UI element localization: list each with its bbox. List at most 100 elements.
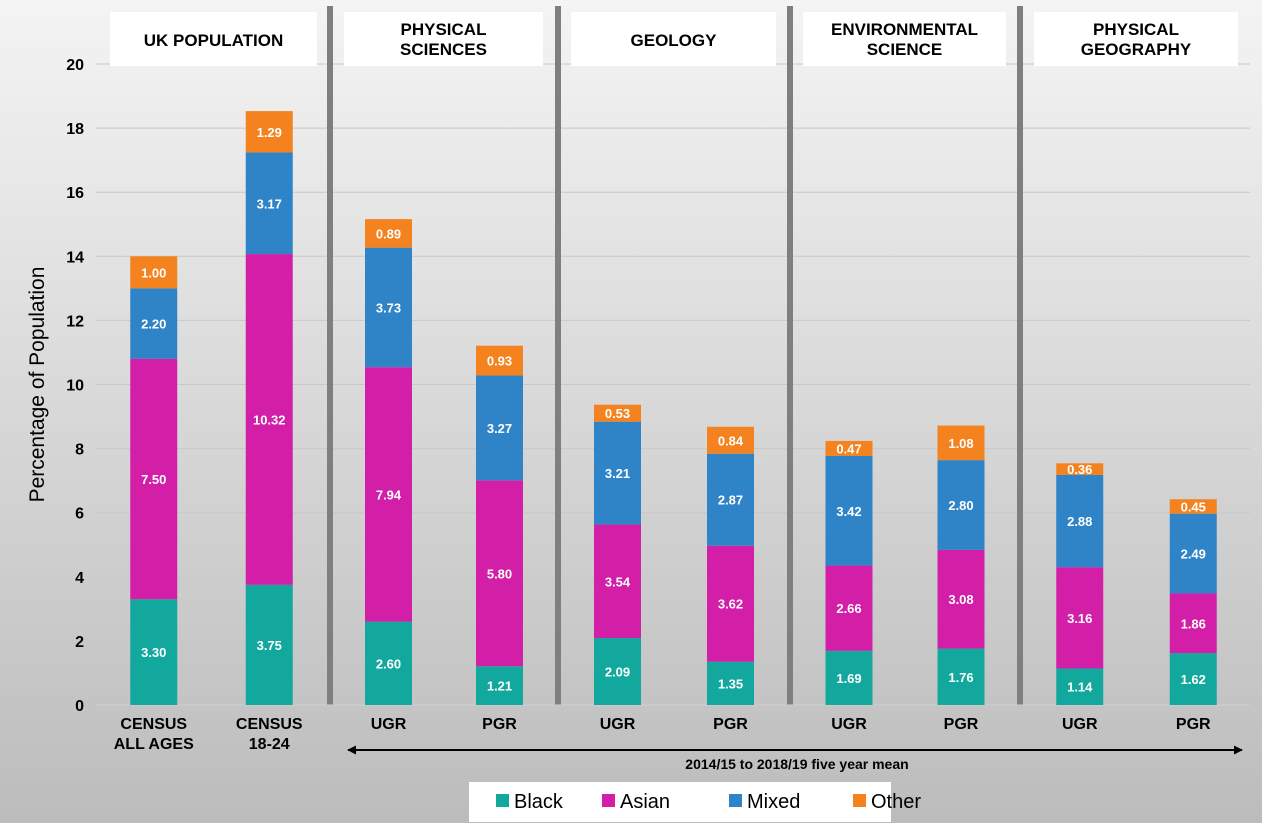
data-label: 3.16 bbox=[1067, 611, 1092, 626]
x-tick-label: UGR bbox=[831, 716, 867, 733]
data-label: 3.30 bbox=[141, 645, 166, 660]
x-tick-label: UGR bbox=[371, 716, 407, 733]
data-label: 1.62 bbox=[1181, 672, 1206, 687]
bar-segment-mixed bbox=[594, 421, 641, 525]
bar-segment-mixed bbox=[825, 455, 873, 566]
bar-segment-black bbox=[1056, 668, 1104, 705]
bar-segment-other bbox=[825, 440, 873, 456]
y-tick-label: 2 bbox=[75, 634, 84, 651]
data-label: 2.49 bbox=[1181, 547, 1206, 562]
bar-segment-mixed bbox=[707, 453, 754, 546]
bar-segment-other bbox=[365, 219, 412, 248]
bar-segment-black bbox=[476, 666, 523, 705]
legend-swatch-black bbox=[496, 794, 509, 807]
bar-segment-other bbox=[937, 425, 985, 461]
y-tick-label: 14 bbox=[66, 249, 84, 266]
data-label: 2.87 bbox=[718, 493, 743, 508]
bar-segment-black bbox=[937, 648, 985, 705]
y-tick-label: 6 bbox=[75, 506, 84, 523]
data-label: 10.32 bbox=[253, 412, 286, 427]
group-title: GEOGRAPHY bbox=[1081, 40, 1192, 59]
y-tick-label: 18 bbox=[66, 121, 84, 138]
bar-segment-black bbox=[365, 621, 412, 705]
data-label: 1.08 bbox=[948, 436, 973, 451]
data-label: 2.20 bbox=[141, 317, 166, 332]
data-label: 1.14 bbox=[1067, 680, 1093, 695]
x-tick-label: 18-24 bbox=[249, 736, 290, 753]
bar-segment-asian bbox=[476, 480, 523, 667]
data-label: 0.89 bbox=[376, 226, 401, 241]
bar-segment-asian bbox=[707, 545, 754, 662]
group-title: PHYSICAL bbox=[1093, 20, 1179, 39]
data-label: 2.09 bbox=[605, 665, 630, 680]
legend-label: Other bbox=[871, 791, 921, 813]
legend-swatch-mixed bbox=[729, 794, 742, 807]
bar-segment-other bbox=[130, 256, 178, 289]
bar-segment-other bbox=[245, 111, 293, 153]
x-tick-label: PGR bbox=[944, 716, 979, 733]
bar-segment-mixed bbox=[1056, 474, 1104, 568]
data-label: 2.80 bbox=[948, 498, 973, 513]
data-label: 3.75 bbox=[257, 638, 282, 653]
y-tick-label: 10 bbox=[66, 378, 84, 395]
bar-segment-other bbox=[594, 404, 641, 422]
data-label: 0.84 bbox=[718, 433, 744, 448]
data-label: 3.08 bbox=[948, 592, 973, 607]
bar-segment-asian bbox=[365, 367, 412, 622]
group-title-box bbox=[1034, 12, 1238, 66]
data-label: 1.86 bbox=[1181, 616, 1206, 631]
bar-segment-black bbox=[130, 599, 178, 705]
data-label: 0.36 bbox=[1067, 462, 1092, 477]
data-label: 7.50 bbox=[141, 472, 166, 487]
bar-segment-asian bbox=[245, 254, 293, 585]
y-axis-title: Percentage of Population bbox=[26, 267, 49, 503]
period-annotation: 2014/15 to 2018/19 five year mean bbox=[685, 756, 908, 772]
group-title-box bbox=[571, 12, 776, 66]
x-tick-label: UGR bbox=[600, 716, 636, 733]
group-title: SCIENCE bbox=[867, 40, 943, 59]
bar-segment-black bbox=[1169, 653, 1217, 705]
y-tick-label: 20 bbox=[66, 57, 84, 74]
group-title-box bbox=[344, 12, 543, 66]
bar-segment-black bbox=[825, 650, 873, 705]
bar-segment-mixed bbox=[130, 288, 178, 359]
bar-segment-asian bbox=[937, 549, 985, 649]
data-label: 0.47 bbox=[836, 441, 861, 456]
bar-segment-mixed bbox=[365, 247, 412, 368]
data-label: 7.94 bbox=[376, 487, 402, 502]
data-label: 5.80 bbox=[487, 566, 512, 581]
data-label: 3.21 bbox=[605, 466, 630, 481]
data-label: 3.73 bbox=[376, 300, 401, 315]
data-label: 1.29 bbox=[257, 125, 282, 140]
legend-box bbox=[469, 782, 891, 822]
bar-segment-mixed bbox=[476, 375, 523, 481]
legend-label: Mixed bbox=[747, 791, 800, 813]
bar-segment-mixed bbox=[937, 460, 985, 550]
bar-segment-black bbox=[594, 638, 641, 705]
data-label: 0.93 bbox=[487, 354, 512, 369]
data-label: 3.27 bbox=[487, 421, 512, 436]
data-label: 3.62 bbox=[718, 597, 743, 612]
x-tick-label: PGR bbox=[482, 716, 517, 733]
group-title: ENVIRONMENTAL bbox=[831, 20, 978, 39]
data-label: 1.35 bbox=[718, 676, 743, 691]
group-title: PHYSICAL bbox=[401, 20, 487, 39]
bar-segment-black bbox=[707, 661, 754, 705]
bar-segment-mixed bbox=[1169, 513, 1217, 594]
x-tick-label: ALL AGES bbox=[114, 736, 194, 753]
bar-segment-asian bbox=[130, 358, 178, 600]
legend-swatch-other bbox=[853, 794, 866, 807]
group-title: GEOLOGY bbox=[631, 31, 718, 50]
legend-swatch-asian bbox=[602, 794, 615, 807]
group-title-box bbox=[110, 12, 317, 66]
bar-segment-other bbox=[707, 426, 754, 454]
data-label: 1.00 bbox=[141, 265, 166, 280]
data-label: 2.60 bbox=[376, 656, 401, 671]
x-tick-label: PGR bbox=[713, 716, 748, 733]
x-tick-label: CENSUS bbox=[236, 716, 303, 733]
data-label: 0.45 bbox=[1181, 499, 1206, 514]
bar-segment-asian bbox=[594, 524, 641, 639]
x-tick-label: UGR bbox=[1062, 716, 1098, 733]
data-label: 1.21 bbox=[487, 679, 512, 694]
